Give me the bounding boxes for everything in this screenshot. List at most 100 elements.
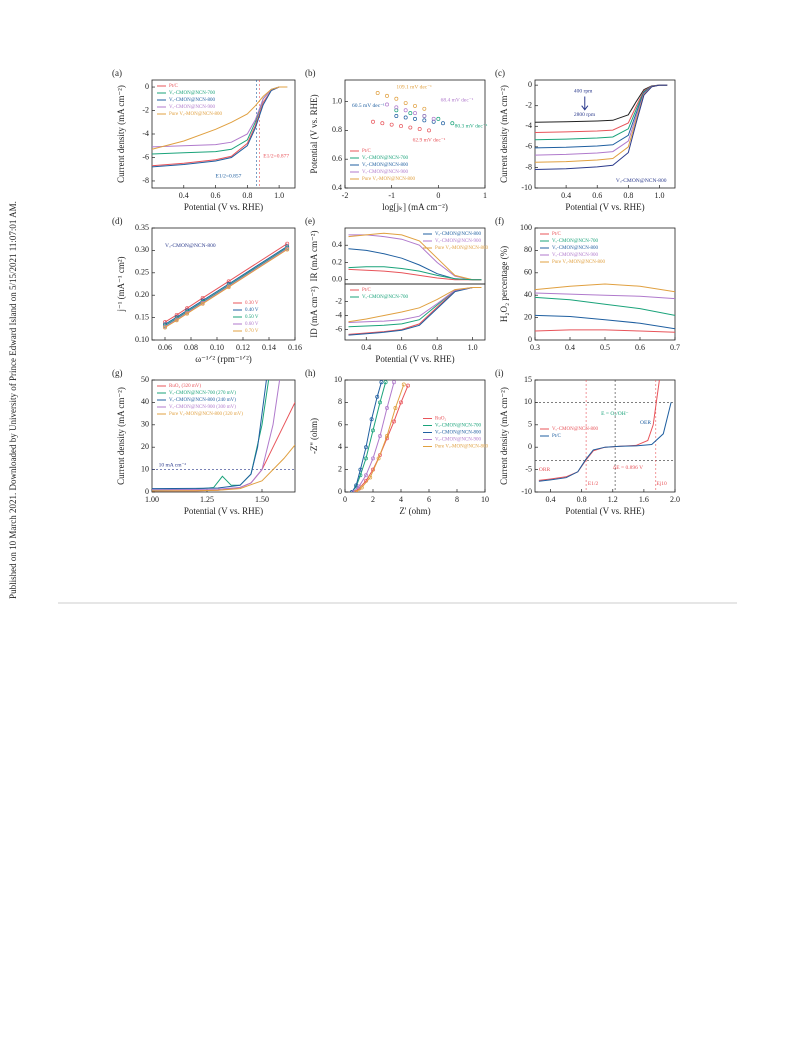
annotation: Ej10	[656, 481, 667, 487]
x-tick-label: 0.6	[635, 343, 645, 352]
data-point	[450, 121, 455, 126]
data-point	[392, 419, 396, 424]
annotation: E1/2	[588, 481, 599, 487]
series	[538, 402, 672, 482]
series-line	[164, 248, 288, 328]
y-tick-label: -8	[142, 176, 149, 185]
series-line	[164, 245, 288, 325]
x-axis-label: Z' (ohm)	[399, 506, 430, 516]
x-tick-label: 0.6	[211, 191, 221, 200]
legend-label: Pure Vₒ-MON@NCN-800	[435, 246, 489, 251]
y-tick-label: 10	[334, 375, 342, 384]
data-point	[392, 380, 396, 385]
y-tick-label: -2	[142, 105, 149, 114]
series-line	[164, 243, 288, 323]
y-tick-label: 40	[524, 290, 532, 299]
series-line	[355, 384, 405, 492]
data-point	[364, 473, 368, 478]
y-tick-label: -2	[525, 101, 532, 110]
panel: (f) H₂O₂ percentage (%) 0.3 0.4 0.5 0.6 0.7 0 20…	[495, 216, 680, 352]
data-point	[371, 456, 375, 461]
x-axis-label: Potential (V vs. RHE)	[565, 506, 644, 516]
series-line	[152, 380, 281, 491]
plot-frame	[344, 379, 486, 493]
x-tick-label: 0.06	[158, 343, 172, 352]
data-point	[163, 325, 167, 330]
y-tick-label: 0.30	[135, 245, 149, 254]
data-point	[431, 116, 436, 121]
data-point	[200, 295, 205, 300]
series	[352, 383, 410, 492]
data-point	[417, 127, 422, 131]
y-axis-label: j⁻¹ (mA⁻¹ cm²)	[116, 256, 126, 312]
y-tick-label: 20	[524, 312, 532, 321]
series	[535, 296, 675, 316]
legend-label: 0.70 V	[245, 329, 259, 334]
x-tick-label: 1.50	[255, 495, 269, 504]
panel-label: (g)	[112, 368, 123, 378]
legend-label: 0.30 V	[245, 301, 259, 306]
annotation: 60.5 mV dec⁻¹	[352, 103, 385, 109]
data-point	[226, 285, 231, 290]
x-axis-label: Potential (V vs. RHE)	[565, 202, 644, 212]
data-point	[436, 116, 441, 121]
data-point	[408, 111, 413, 116]
panel: (a) Potential (V vs. RHE) Current density …	[112, 68, 296, 212]
annotation: ORR	[539, 467, 551, 473]
series-line	[535, 283, 675, 293]
series-line	[535, 84, 668, 170]
x-tick-label: 6	[427, 495, 431, 504]
series	[385, 102, 436, 121]
data-point	[427, 128, 431, 133]
series	[371, 119, 431, 133]
panel-label: (i)	[495, 368, 504, 378]
panel: (i) Potential (V vs. RHE) Current density …	[495, 368, 680, 516]
x-tick-label: -1	[388, 191, 395, 200]
x-tick-label: 0.8	[577, 495, 587, 504]
series-line	[535, 84, 668, 133]
legend-label: Vₒ-CMON@NCN-700	[169, 91, 216, 96]
legend-label: 0.50 V	[245, 315, 259, 320]
series	[394, 108, 455, 126]
legend-label: Pt/C	[552, 232, 562, 237]
y-tick-label: 100	[520, 223, 532, 232]
series	[351, 380, 396, 492]
data-point	[364, 445, 368, 450]
data-point	[185, 311, 190, 316]
annotation: 2800 rpm	[574, 112, 596, 118]
plot-frame	[151, 79, 296, 189]
series-line	[351, 382, 387, 492]
data-point	[285, 247, 290, 252]
y-tick-label: 2	[338, 464, 342, 473]
y-tick-label: -6	[335, 324, 342, 333]
series-line	[535, 314, 675, 330]
series	[152, 86, 288, 150]
legend-label: Pure Vₒ-MON@NCN-800	[169, 112, 223, 117]
series	[535, 84, 668, 141]
data-point	[163, 320, 167, 325]
x-tick-label: 0.14	[262, 343, 276, 352]
x-tick-label: 0.8	[242, 191, 252, 200]
x-tick-label: 0	[436, 191, 440, 200]
legend-label: Pt/C	[552, 434, 562, 439]
legend-label: Vₒ-CMON@NCN-900	[435, 438, 482, 443]
legend-label: Pure Vₒ-MON@NCN-800	[362, 177, 416, 182]
y-axis-label: Current density (mA cm⁻²)	[116, 387, 126, 485]
y-tick-label: 0.10	[135, 335, 149, 344]
annotation: E1/2=0.857	[216, 174, 242, 180]
panel: Potential (V vs. RHE) ID (mA cm⁻²) 0.4 0.6 0…	[309, 283, 486, 364]
x-tick-label: 2	[371, 495, 375, 504]
y-axis-label: ID (mA cm⁻²)	[309, 286, 319, 337]
series-line	[538, 402, 672, 482]
y-tick-label: -5	[525, 464, 532, 473]
y-tick-label: 50	[141, 375, 149, 384]
series	[535, 84, 668, 156]
data-point	[393, 406, 398, 410]
data-point	[385, 102, 389, 107]
series-line	[348, 287, 482, 323]
data-point	[376, 456, 381, 461]
data-point	[413, 103, 417, 108]
x-tick-label: 0.4	[565, 343, 575, 352]
annotation: 80.3 mV dec⁻¹	[455, 123, 488, 129]
legend-label: Vₒ-CMON@NCN-700	[362, 295, 409, 300]
